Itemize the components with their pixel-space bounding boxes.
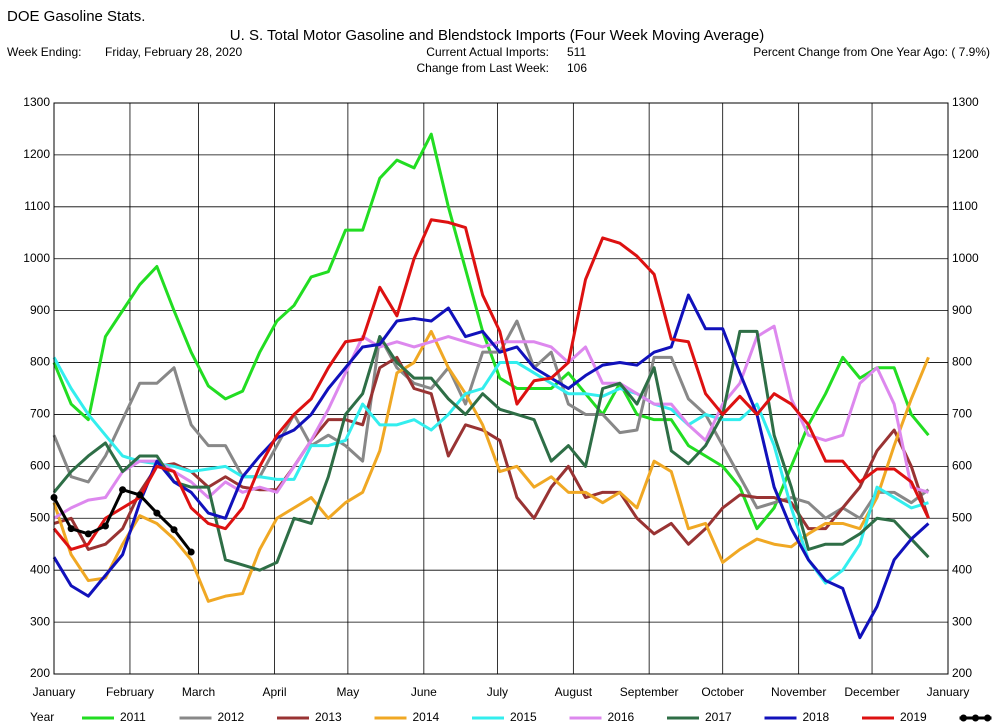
y-tick-label: 300 — [30, 614, 50, 628]
legend-marker — [960, 714, 967, 722]
y-tick-label: 400 — [30, 562, 50, 576]
legend-label: 2015 — [510, 710, 537, 724]
y-tick-label: 900 — [30, 303, 50, 317]
series-line — [53, 355, 930, 551]
y2-tick-label: 300 — [952, 614, 972, 628]
y-tick-label: 200 — [30, 666, 50, 680]
legend-label: 2019 — [900, 710, 927, 724]
series-line — [53, 324, 929, 520]
percent-change: Percent Change from One Year Ago: ( 7.9%… — [753, 45, 990, 59]
y-tick-label: 1300 — [23, 95, 50, 109]
y-tick-label: 700 — [30, 407, 50, 421]
x-tick-label: March — [182, 685, 215, 699]
y2-tick-label: 700 — [952, 407, 972, 421]
y2-tick-label: 1200 — [952, 147, 979, 161]
series-marker — [67, 525, 75, 533]
legend-label: 2018 — [803, 710, 830, 724]
x-tick-label: December — [844, 685, 899, 699]
series-marker — [153, 509, 161, 517]
imports-label: Current Actual Imports: — [426, 45, 549, 59]
week-value: Friday, February 28, 2020 — [105, 45, 243, 59]
series-marker — [170, 526, 178, 534]
y2-tick-label: 800 — [952, 355, 972, 369]
y-tick-label: 1000 — [23, 251, 50, 265]
series-marker — [101, 522, 109, 530]
series-line — [52, 329, 930, 572]
y2-tick-label: 600 — [952, 459, 972, 473]
legend-label: 2016 — [608, 710, 635, 724]
x-tick-label: January — [33, 685, 76, 699]
y-tick-label: 1200 — [23, 147, 50, 161]
change-label: Change from Last Week: — [416, 61, 549, 75]
x-tick-label: July — [487, 685, 508, 699]
y2-tick-label: 1000 — [952, 251, 979, 265]
series-line — [52, 218, 930, 551]
x-tick-label: April — [262, 685, 286, 699]
legend-label: 2014 — [413, 710, 440, 724]
x-tick-label: May — [337, 685, 360, 699]
y-tick-label: 1100 — [24, 199, 50, 213]
legend-label: 2013 — [315, 710, 342, 724]
plot-frame — [53, 102, 949, 675]
legend-label: 2011 — [120, 710, 146, 724]
y2-tick-label: 1100 — [952, 199, 978, 213]
y2-tick-label: 900 — [952, 303, 972, 317]
imports-value: 511 — [567, 45, 586, 59]
series-line — [52, 132, 930, 531]
y2-tick-label: 500 — [952, 510, 972, 524]
chart-title: U. S. Total Motor Gasoline and Blendstoc… — [230, 27, 764, 44]
x-tick-label: August — [555, 685, 593, 699]
change-value: 106 — [567, 61, 587, 75]
legend-title: Year — [30, 710, 54, 724]
series-marker — [136, 491, 144, 499]
legend-marker — [972, 714, 979, 722]
legend-label: 2017 — [705, 710, 732, 724]
y2-tick-label: 1300 — [952, 95, 979, 109]
y-tick-label: 800 — [30, 355, 50, 369]
legend-marker — [984, 714, 991, 722]
x-tick-label: February — [106, 685, 154, 699]
y-tick-label: 600 — [30, 459, 50, 473]
series-line — [52, 356, 929, 585]
week-label: Week Ending: — [7, 45, 82, 59]
y2-tick-label: 200 — [952, 666, 972, 680]
x-tick-label: June — [411, 685, 437, 699]
series-line — [52, 293, 930, 640]
app-title: DOE Gasoline Stats. — [7, 8, 145, 25]
y-tick-label: 500 — [30, 510, 50, 524]
y2-tick-label: 400 — [952, 562, 972, 576]
series-marker — [187, 548, 195, 556]
legend-label: 2012 — [218, 710, 245, 724]
x-tick-label: November — [771, 685, 826, 699]
x-tick-label: October — [701, 685, 744, 699]
series-marker — [84, 530, 92, 538]
series-marker — [119, 486, 127, 494]
x-tick-label: January — [927, 685, 970, 699]
series-line — [52, 329, 930, 603]
x-tick-label: September — [620, 685, 679, 699]
